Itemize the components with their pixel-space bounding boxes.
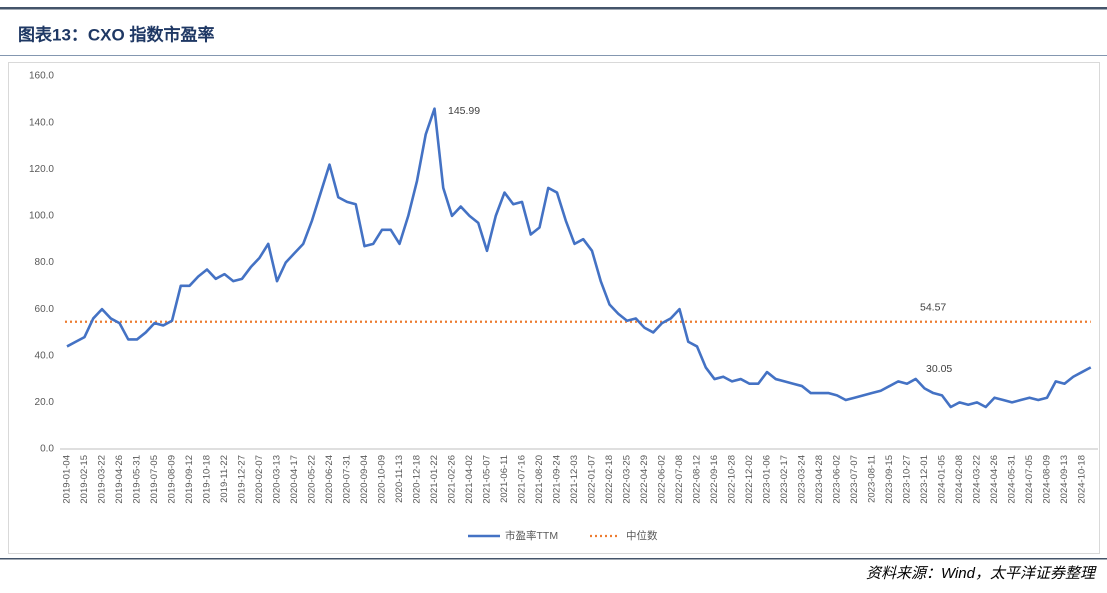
- x-tick-label: 2020-04-17: [289, 455, 300, 504]
- x-tick-label: 2022-02-18: [604, 455, 615, 504]
- bottom-rule: [0, 558, 1107, 560]
- x-tick-label: 2022-07-08: [674, 455, 685, 504]
- x-tick-label: 2024-01-05: [937, 455, 948, 504]
- x-tick-label: 2020-10-09: [377, 455, 388, 504]
- x-tick-label: 2021-05-07: [482, 455, 493, 504]
- x-tick-label: 2024-04-26: [989, 455, 1000, 504]
- y-tick-label: 0.0: [40, 444, 54, 455]
- x-tick-label: 2019-02-15: [79, 455, 90, 504]
- x-tick-label: 2021-07-16: [517, 455, 528, 504]
- x-tick-label: 2024-02-08: [954, 455, 965, 504]
- x-tick-label: 2022-09-16: [709, 455, 720, 504]
- x-tick-label: 2024-07-05: [1024, 455, 1035, 504]
- x-tick-label: 2022-08-12: [692, 455, 703, 504]
- x-tick-label: 2019-01-04: [62, 455, 73, 504]
- x-tick-label: 2020-09-04: [359, 455, 370, 504]
- x-tick-label: 2022-12-02: [744, 455, 755, 504]
- x-tick-label: 2023-01-06: [762, 455, 773, 504]
- x-tick-label: 2019-12-27: [237, 455, 248, 504]
- y-tick-label: 60.0: [35, 304, 55, 315]
- y-tick-label: 160.0: [29, 71, 54, 82]
- x-tick-label: 2021-12-03: [569, 455, 580, 504]
- x-tick-label: 2023-02-17: [779, 455, 790, 504]
- x-tick-label: 2023-03-24: [797, 455, 808, 504]
- x-tick-label: 2023-06-02: [832, 455, 843, 504]
- x-tick-label: 2023-04-28: [814, 455, 825, 504]
- x-tick-label: 2021-06-11: [499, 455, 510, 503]
- x-tick-label: 2022-01-07: [587, 455, 598, 504]
- x-tick-label: 2022-10-28: [727, 455, 738, 504]
- x-tick-label: 2023-12-01: [919, 455, 930, 504]
- legend-label: 中位数: [626, 529, 658, 542]
- data-line: [66, 107, 1092, 409]
- peak-annotation: 145.99: [448, 105, 480, 117]
- y-tick-label: 120.0: [29, 164, 54, 175]
- y-tick-label: 100.0: [29, 211, 54, 222]
- x-tick-label: 2019-05-31: [132, 455, 143, 504]
- x-tick-label: 2020-12-18: [412, 455, 423, 504]
- median-label: 54.57: [920, 302, 946, 314]
- x-tick-label: 2021-01-22: [429, 455, 440, 504]
- y-tick-label: 40.0: [35, 350, 55, 361]
- top-rule: [0, 7, 1107, 10]
- x-tick-label: 2020-05-22: [307, 455, 318, 504]
- x-tick-label: 2021-09-24: [552, 455, 563, 504]
- x-tick-label: 2023-08-11: [867, 455, 878, 503]
- x-tick-label: 2021-02-26: [447, 455, 458, 504]
- x-tick-label: 2023-07-07: [849, 455, 860, 504]
- y-tick-label: 80.0: [35, 257, 55, 268]
- x-tick-label: 2021-04-02: [464, 455, 475, 504]
- x-tick-label: 2024-05-31: [1007, 455, 1018, 504]
- x-tick-label: 2019-04-26: [114, 455, 125, 504]
- x-tick-label: 2020-06-24: [324, 455, 335, 504]
- x-tick-label: 2019-07-05: [149, 455, 160, 504]
- title-rule: [0, 55, 1107, 56]
- x-tick-label: 2024-08-09: [1042, 455, 1053, 504]
- plot-frame: [8, 62, 1100, 554]
- chart-title: 图表13：CXO 指数市盈率: [18, 24, 214, 44]
- x-tick-label: 2023-10-27: [902, 455, 913, 504]
- x-tick-label: 2023-09-15: [884, 455, 895, 504]
- x-tick-label: 2019-11-22: [219, 455, 230, 503]
- x-tick-label: 2022-03-25: [622, 455, 633, 504]
- x-tick-label: 2020-03-13: [272, 455, 283, 504]
- x-tick-label: 2019-10-18: [202, 455, 213, 504]
- source-note: 资料来源：Wind，太平洋证券整理: [866, 565, 1097, 582]
- legend-label: 市盈率TTM: [505, 529, 558, 542]
- x-tick-label: 2019-03-22: [97, 455, 108, 504]
- x-tick-label: 2024-09-13: [1059, 455, 1070, 504]
- x-tick-label: 2019-09-12: [184, 455, 195, 504]
- y-tick-label: 20.0: [35, 397, 55, 408]
- x-tick-label: 2020-11-13: [394, 455, 405, 503]
- x-tick-label: 2022-04-29: [639, 455, 650, 504]
- x-tick-label: 2020-07-31: [342, 455, 353, 504]
- x-tick-label: 2022-06-02: [657, 455, 668, 504]
- x-tick-label: 2024-10-18: [1077, 455, 1088, 504]
- point-annotation: 30.05: [926, 363, 952, 375]
- x-tick-label: 2019-08-09: [167, 455, 178, 504]
- x-tick-label: 2020-02-07: [254, 455, 265, 504]
- x-tick-label: 2021-08-20: [534, 455, 545, 504]
- x-tick-label: 2024-03-22: [972, 455, 983, 504]
- y-tick-label: 140.0: [29, 117, 54, 128]
